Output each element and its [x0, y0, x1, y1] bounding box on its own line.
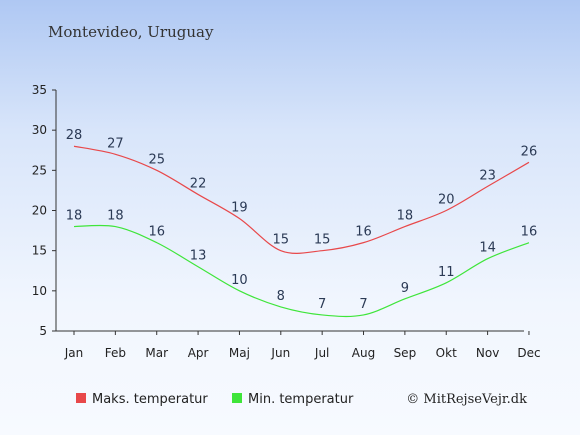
legend-swatch-min [232, 393, 242, 403]
legend-label-max: Maks. temperatur [92, 392, 208, 407]
y-tick-label: 5 [39, 324, 47, 338]
data-label-min: 7 [359, 297, 367, 312]
series-line-max [73, 145, 530, 254]
data-label-max: 22 [190, 176, 207, 191]
data-label-min: 7 [318, 297, 326, 312]
x-tick-label: Okt [436, 346, 457, 360]
y-ticks: 5 10 15 20 25 30 35 [32, 83, 56, 338]
data-label-min: 18 [66, 209, 83, 224]
x-tick-label: Jul [314, 346, 329, 360]
data-label-min: 18 [107, 209, 124, 224]
x-tick-label: Maj [229, 346, 250, 360]
data-label-min: 16 [521, 225, 538, 240]
legend: Maks. temperatur Min. temperatur [76, 392, 354, 407]
x-ticks: Jan Feb Mar Apr Maj Jun Jul Aug Sep Okt Nov Dec [64, 331, 541, 360]
chart-title: Montevideo, Uruguay [48, 23, 214, 41]
x-tick-label: Jan [64, 346, 84, 360]
data-label-max: 15 [273, 233, 290, 248]
data-label-max: 20 [438, 193, 455, 208]
data-label-max: 25 [148, 152, 165, 167]
data-label-max: 16 [355, 225, 372, 240]
data-label-max: 26 [521, 144, 538, 159]
x-tick-label: Dec [517, 346, 540, 360]
series-layer [73, 145, 530, 318]
data-label-max: 23 [479, 168, 496, 183]
x-tick-label: Sep [394, 346, 417, 360]
x-tick-label: Nov [476, 346, 499, 360]
y-tick-label: 30 [32, 123, 47, 137]
data-label-max: 27 [107, 136, 124, 151]
data-label-max: 15 [314, 233, 331, 248]
data-label-min: 11 [438, 265, 455, 280]
y-tick-label: 10 [32, 284, 47, 298]
y-tick-label: 35 [32, 83, 47, 97]
data-label-min: 16 [148, 225, 165, 240]
data-label-min: 9 [401, 281, 409, 296]
series-line-min [73, 224, 530, 318]
y-tick-label: 20 [32, 204, 47, 218]
x-tick-label: Feb [105, 346, 126, 360]
data-label-max: 18 [397, 209, 414, 224]
x-tick-label: Jun [270, 346, 290, 360]
x-tick-label: Aug [352, 346, 375, 360]
x-tick-label: Apr [188, 346, 209, 360]
credit-text: © MitRejseVejr.dk [406, 392, 527, 407]
legend-label-min: Min. temperatur [248, 392, 354, 407]
legend-swatch-max [76, 393, 86, 403]
data-label-min: 14 [479, 241, 496, 256]
y-tick-label: 25 [32, 163, 47, 177]
data-label-min: 8 [277, 289, 285, 304]
data-label-min: 13 [190, 249, 207, 264]
x-tick-label: Mar [145, 346, 168, 360]
data-label-max: 19 [231, 201, 248, 216]
data-label-max: 28 [66, 128, 83, 143]
data-label-min: 10 [231, 273, 248, 288]
data-labels: 28 27 25 22 19 15 15 16 18 20 23 26 18 18 16 13 10 8 7 7 9 11… [66, 128, 538, 312]
y-tick-label: 15 [32, 244, 47, 258]
